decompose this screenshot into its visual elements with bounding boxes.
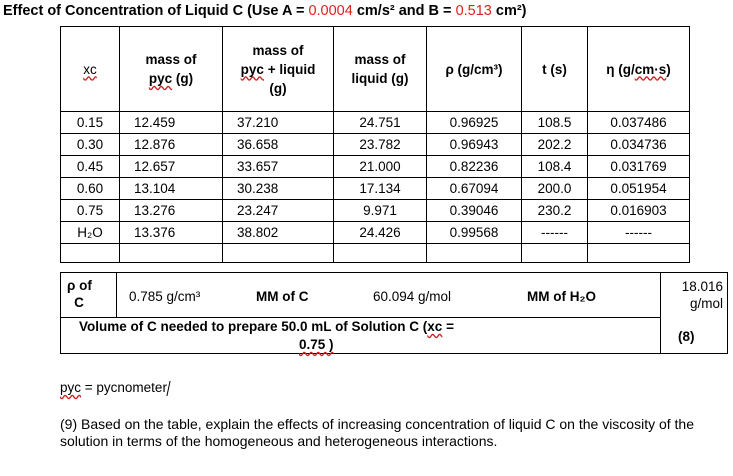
table-cell: 23.247 xyxy=(222,199,334,222)
table-cell: ------ xyxy=(587,221,690,244)
title-mid: cm/s² and B = xyxy=(352,3,456,19)
table-cell: 33.657 xyxy=(222,155,334,178)
table-cell: 23.782 xyxy=(333,133,427,156)
table-row: 0.75 13.276 23.247 9.971 0.39046 230.2 0.01690… xyxy=(60,199,690,222)
table-cell: 108.5 xyxy=(521,111,588,134)
rho-c-label: ρ of C xyxy=(67,278,92,310)
table-cell: 108.4 xyxy=(521,155,588,178)
header-mass-liquid: mass of liquid (g) xyxy=(333,26,427,112)
table-cell: 21.000 xyxy=(333,155,427,178)
header-time: t (s) xyxy=(521,26,588,112)
table-cell: 0.45 xyxy=(60,155,120,178)
item-number-8: (8) xyxy=(678,329,695,344)
table-row: 0.60 13.104 30.238 17.134 0.67094 200.0 0.0519… xyxy=(60,177,690,200)
question-9: (9) Based on the table, explain the effe… xyxy=(60,416,695,449)
table-cell: 0.031769 xyxy=(587,155,690,178)
header-density: ρ (g/cm³) xyxy=(426,26,522,112)
table-cell: 0.67094 xyxy=(426,177,522,200)
table-cell: 202.2 xyxy=(521,133,588,156)
table-cell: 0.051954 xyxy=(587,177,690,200)
table-cell: 230.2 xyxy=(521,199,588,222)
b-value: 0.513 xyxy=(455,3,492,19)
table-row: 0.15 12.459 37.210 24.751 0.96925 108.5 0.0374… xyxy=(60,111,690,134)
table-cell: 0.82236 xyxy=(426,155,522,178)
table-cell: 12.876 xyxy=(119,133,223,156)
data-table: xc mass of pyc (g) mass of pyc + liquid … xyxy=(60,26,690,263)
table-cell: 24.426 xyxy=(333,221,427,244)
table-cell: 0.75 xyxy=(60,199,120,222)
mm-c-value: 60.094 g/mol xyxy=(373,289,452,304)
volume-xc-value: 0.75 ) xyxy=(299,337,334,352)
table-cell: 13.104 xyxy=(119,177,223,200)
pycnometer-note: pyc = pycnometer xyxy=(60,380,171,396)
table-cell: 24.751 xyxy=(333,111,427,134)
rho-c-value: 0.785 g/cm³ xyxy=(129,289,201,304)
table-cell: 0.96925 xyxy=(426,111,522,134)
table-cell: 17.134 xyxy=(333,177,427,200)
header-xc: xc xyxy=(60,26,120,112)
table-row: H₂O 13.376 38.802 24.426 0.99568 ------ ------ xyxy=(60,221,690,244)
table-cell: 12.657 xyxy=(119,155,223,178)
title-suffix: cm²) xyxy=(491,3,527,19)
table-header-row: xc mass of pyc (g) mass of pyc + liquid … xyxy=(60,26,690,112)
table-row: 0.45 12.657 33.657 21.000 0.82236 108.4 0.0317… xyxy=(60,155,690,178)
table-cell: 0.99568 xyxy=(426,221,522,244)
mm-c-label: MM of C xyxy=(256,289,309,304)
table-cell: 0.96943 xyxy=(426,133,522,156)
table-cell: 0.15 xyxy=(60,111,120,134)
table-cell: 12.459 xyxy=(119,111,223,134)
table-cell: 0.016903 xyxy=(587,199,690,222)
table-cell: 0.39046 xyxy=(426,199,522,222)
page-title: Effect of Concentration of Liquid C (Use… xyxy=(3,3,527,19)
table-cell: 13.376 xyxy=(119,221,223,244)
constants-box: ρ of C 0.785 g/cm³ MM of C 60.094 g/mol M… xyxy=(60,272,728,354)
table-cell: 9.971 xyxy=(333,199,427,222)
table-cell: 0.037486 xyxy=(587,111,690,134)
table-cell: 0.034736 xyxy=(587,133,690,156)
header-mass-pyc-liquid: mass of pyc + liquid (g) xyxy=(222,26,334,112)
header-viscosity: η (g/cm·s) xyxy=(587,26,690,112)
header-mass-pyc: mass of pyc (g) xyxy=(119,26,223,112)
table-cell: 37.210 xyxy=(222,111,334,134)
mm-h2o-value: 18.016 g/mol xyxy=(681,279,723,311)
table-cell: 36.658 xyxy=(222,133,334,156)
table-cell: ------ xyxy=(521,221,588,244)
a-value: 0.0004 xyxy=(308,3,353,19)
table-cell: 0.60 xyxy=(60,177,120,200)
table-cell: 200.0 xyxy=(521,177,588,200)
table-cell: 0.30 xyxy=(60,133,120,156)
table-cell: 13.276 xyxy=(119,199,223,222)
table-cell: 30.238 xyxy=(222,177,334,200)
spacer-row xyxy=(60,243,690,263)
table-row: 0.30 12.876 36.658 23.782 0.96943 202.2 0.0347… xyxy=(60,133,690,156)
mm-h2o-label: MM of H₂O xyxy=(527,289,596,304)
title-prefix: Effect of Concentration of Liquid C (Use… xyxy=(3,3,309,19)
volume-question: Volume of C needed to prepare 50.0 mL of… xyxy=(79,319,454,334)
table-cell: 38.802 xyxy=(222,221,334,244)
table-cell: H₂O xyxy=(60,221,120,244)
